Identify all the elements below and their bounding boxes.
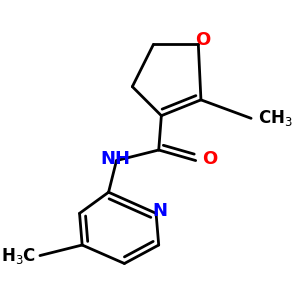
Text: CH$_3$: CH$_3$ — [258, 108, 292, 128]
Text: O: O — [195, 32, 210, 50]
Text: H$_3$C: H$_3$C — [1, 246, 36, 266]
Text: NH: NH — [100, 150, 130, 168]
Text: N: N — [152, 202, 167, 220]
Text: O: O — [202, 150, 218, 168]
